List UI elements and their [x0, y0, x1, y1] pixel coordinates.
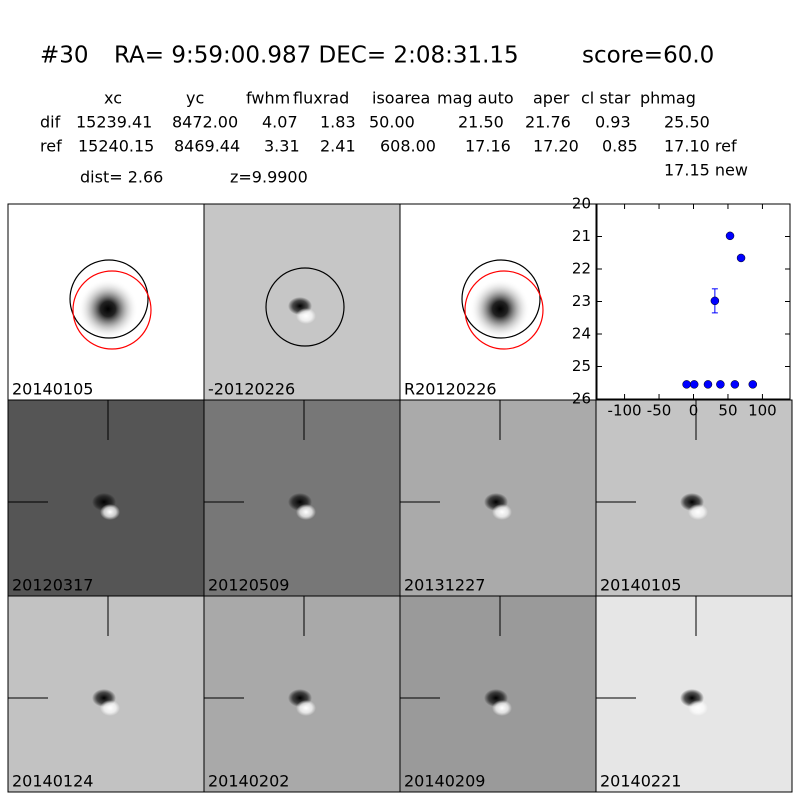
stamp: 20120317	[7, 399, 205, 597]
y-tick-label: 20	[572, 195, 591, 213]
stamp-label: 20140221	[600, 772, 681, 791]
residual-light	[296, 504, 316, 520]
table-cell: 17.20	[533, 137, 579, 156]
column-header: isoarea	[372, 89, 430, 108]
table-cell: 0.85	[602, 137, 638, 156]
table-cell: dif	[40, 113, 61, 132]
table-cell: 15240.15	[78, 137, 154, 156]
dist: dist= 2.66	[80, 168, 163, 187]
stamp: 20140202	[203, 595, 401, 793]
point	[725, 231, 735, 241]
stamp-label: 20140124	[12, 772, 93, 791]
stamp: 20140124	[7, 595, 205, 793]
table-cell: ref	[40, 137, 62, 156]
stamp-label: 20131227	[404, 576, 485, 595]
stamp-label: R20120226	[404, 380, 497, 399]
residual-light	[100, 700, 120, 716]
stamp-label: 20140105	[12, 380, 93, 399]
y-tick-label: 21	[572, 227, 591, 245]
column-header: mag auto	[437, 89, 514, 108]
table-cell: 3.31	[264, 137, 300, 156]
column-header: yc	[186, 89, 204, 108]
candidate-id: #30	[40, 43, 89, 69]
y-tick-label: 23	[572, 292, 591, 310]
stamp: -20120226	[203, 203, 401, 401]
point	[710, 296, 720, 306]
column-header: aper	[533, 89, 570, 108]
x-tick-label: 50	[718, 402, 737, 420]
point	[748, 380, 758, 389]
table-cell: 2.41	[320, 137, 356, 156]
residual-light	[492, 700, 512, 716]
z: z=9.9900	[230, 168, 308, 187]
x-tick-label: -50	[647, 402, 672, 420]
x-tick-label: -100	[608, 402, 642, 420]
table-cell: 4.07	[262, 113, 298, 132]
point	[689, 380, 699, 389]
stamp: 20131227	[399, 399, 597, 597]
point	[736, 253, 746, 263]
plot-frame	[596, 203, 791, 400]
stamp: 20140105	[7, 203, 205, 401]
point	[703, 380, 713, 389]
source	[78, 279, 138, 339]
residual-light	[296, 308, 316, 324]
y-tick-label: 26	[572, 390, 591, 408]
aperture	[69, 259, 149, 339]
aperture-ref	[464, 270, 544, 350]
stamp-label: 20140105	[600, 576, 681, 595]
stamp: 20140105	[595, 399, 793, 597]
x-tick-label: 100	[748, 402, 777, 420]
column-header: fluxrad	[293, 89, 349, 108]
table-cell: 17.10 ref	[664, 137, 737, 156]
table-cell: 1.83	[320, 113, 356, 132]
stamp: 20120509	[203, 399, 401, 597]
source	[470, 279, 530, 339]
column-header: phmag	[640, 89, 696, 108]
stamp: R20120226	[399, 203, 597, 401]
point	[716, 380, 725, 389]
layer: 20140105 -20120226 R20120226 20120317 201205…	[7, 203, 793, 793]
aperture-ref	[72, 270, 152, 350]
table-cell: 17.16	[465, 137, 511, 156]
stamp-label: 20120509	[208, 576, 289, 595]
table-cell: 8472.00	[172, 113, 238, 132]
y-tick-label: 24	[572, 325, 591, 343]
aperture	[461, 259, 541, 339]
table-cell: 50.00	[369, 113, 415, 132]
y-tick-label: 25	[572, 357, 591, 375]
point	[730, 380, 740, 389]
table-cell: 25.50	[664, 113, 710, 132]
score: score=60.0	[582, 43, 714, 69]
stamp-label: -20120226	[208, 380, 295, 399]
column-header: cl star	[581, 89, 631, 108]
stamp-label: 20140209	[404, 772, 485, 791]
coordinates: RA= 9:59:00.987 DEC= 2:08:31.15	[114, 43, 519, 69]
point	[682, 380, 691, 389]
residual-light	[100, 504, 120, 520]
table-cell: 15239.41	[76, 113, 152, 132]
column-header: fwhm	[246, 89, 290, 108]
aperture	[265, 267, 345, 347]
table-cell: 21.76	[525, 113, 571, 132]
phmag-new: 17.15 new	[664, 161, 748, 180]
residual-light	[688, 700, 708, 716]
residual-light	[688, 504, 708, 520]
y-tick-label: 22	[572, 260, 591, 278]
stamp: 20140209	[399, 595, 597, 793]
table-cell: 8469.44	[174, 137, 240, 156]
column-header: xc	[104, 89, 122, 108]
table-cell: 608.00	[380, 137, 436, 156]
stamp-label: 20140202	[208, 772, 289, 791]
residual-light	[492, 504, 512, 520]
stamp: 20140221	[595, 595, 793, 793]
table-cell: 0.93	[595, 113, 631, 132]
table-cell: 21.50	[458, 113, 504, 132]
stamp-label: 20120317	[12, 576, 93, 595]
residual-light	[296, 700, 316, 716]
x-tick-label: 0	[689, 402, 699, 420]
